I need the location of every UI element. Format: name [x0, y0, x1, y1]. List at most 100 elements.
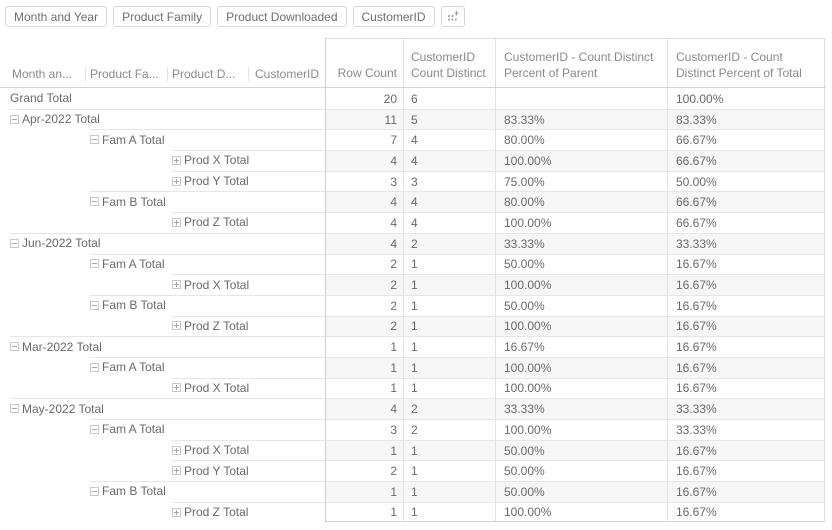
expand-collapse-icon[interactable]: [90, 300, 99, 310]
cell-percent-of-total: 16.67%: [667, 356, 825, 378]
row-divider: [10, 108, 325, 110]
row-divider: [172, 274, 325, 276]
row-divider: [172, 460, 325, 462]
cell-percent-of-total: 16.67%: [667, 336, 825, 357]
table-row: Apr-2022 Total 11 5 83.33% 83.33%: [0, 108, 826, 130]
col-header-percent-of-total: CustomerID - Count Distinct Percent of T…: [667, 38, 825, 87]
expand-collapse-icon[interactable]: [172, 176, 181, 186]
table-row: Fam A Total 3 2 100.00% 33.33%: [0, 419, 826, 440]
row-label: Prod Z Total: [184, 318, 249, 333]
field-chip[interactable]: Product Family: [113, 6, 212, 27]
cell-row-count: 20: [325, 88, 403, 109]
row-header-cell: Fam A Total: [0, 419, 325, 440]
cell-row-count: 4: [325, 212, 403, 233]
table-row: Prod X Total 4 4 100.00% 66.67%: [0, 150, 826, 171]
expand-collapse-icon[interactable]: [172, 280, 181, 290]
row-header-cell: Mar-2022 Total: [0, 336, 325, 357]
table-row: Fam A Total 1 1 100.00% 16.67%: [0, 356, 826, 378]
row-divider: [90, 419, 325, 420]
cell-row-count: 1: [325, 439, 403, 461]
row-divider: [10, 336, 325, 338]
cell-row-count: 1: [325, 377, 403, 399]
cell-count-distinct: 1: [403, 274, 495, 295]
expand-collapse-icon[interactable]: [172, 383, 181, 393]
table-row: Prod Y Total 3 3 75.00% 50.00%: [0, 170, 826, 192]
row-header-cell: Prod Z Total: [0, 212, 325, 233]
expand-collapse-icon[interactable]: [172, 155, 181, 165]
field-chip[interactable]: Month and Year: [5, 6, 108, 27]
cell-count-distinct: 1: [403, 253, 495, 275]
row-header-cell: Jun-2022 Total: [0, 232, 325, 254]
expand-collapse-icon[interactable]: [172, 445, 181, 455]
row-label: Prod X Total: [184, 153, 250, 168]
row-label: Prod Y Total: [184, 174, 249, 189]
row-header-cell: Fam B Total: [0, 481, 325, 502]
add-field-icon: [447, 11, 459, 21]
cell-percent-of-parent: 50.00%: [495, 253, 667, 275]
expand-collapse-icon[interactable]: [10, 238, 19, 248]
cell-row-count: 2: [325, 460, 403, 482]
expand-collapse-icon[interactable]: [90, 135, 99, 145]
col-header-percent-of-parent: CustomerID - Count Distinct Percent of P…: [495, 38, 667, 87]
cell-count-distinct: 1: [403, 294, 495, 316]
row-divider: [90, 481, 325, 483]
row-header-cell: Prod Y Total: [0, 460, 325, 481]
cell-row-count: 4: [325, 150, 403, 171]
row-divider: [10, 232, 325, 234]
cell-percent-of-total: 16.67%: [667, 481, 825, 502]
cell-count-distinct: 5: [403, 108, 495, 130]
row-label: Mar-2022 Total: [22, 339, 102, 354]
col-header-customer: CustomerID: [255, 67, 320, 81]
cell-percent-of-parent: 100.00%: [495, 212, 667, 233]
expand-collapse-icon[interactable]: [90, 197, 99, 207]
expand-collapse-icon[interactable]: [172, 466, 181, 476]
row-label: Fam A Total: [102, 360, 165, 375]
expand-collapse-icon[interactable]: [172, 321, 181, 331]
row-label: Prod Y Total: [184, 463, 249, 478]
expand-collapse-icon[interactable]: [90, 259, 99, 269]
expand-collapse-icon[interactable]: [10, 342, 19, 352]
cell-percent-of-total: 16.67%: [667, 439, 825, 461]
expand-collapse-icon[interactable]: [172, 217, 181, 227]
cell-percent-of-parent: 16.67%: [495, 336, 667, 357]
row-header-cell: Fam A Total: [0, 253, 325, 275]
field-chip[interactable]: CustomerID: [352, 6, 435, 27]
row-label: Fam A Total: [102, 422, 165, 437]
table-row: Prod X Total 2 1 100.00% 16.67%: [0, 274, 826, 295]
cell-percent-of-parent: 33.33%: [495, 232, 667, 254]
expand-collapse-icon[interactable]: [10, 404, 19, 414]
cell-percent-of-parent: 100.00%: [495, 315, 667, 337]
cell-percent-of-total: 16.67%: [667, 315, 825, 337]
cell-row-count: 3: [325, 170, 403, 192]
expand-collapse-icon[interactable]: [90, 362, 99, 372]
field-chip[interactable]: Product Downloaded: [217, 6, 347, 27]
cell-count-distinct: 2: [403, 232, 495, 254]
row-divider: [172, 377, 325, 379]
row-header-cell: Apr-2022 Total: [0, 108, 325, 130]
expand-collapse-icon[interactable]: [90, 424, 99, 434]
cell-count-distinct: 1: [403, 377, 495, 399]
cell-percent-of-total: 66.67%: [667, 212, 825, 233]
cell-percent-of-parent: [495, 88, 667, 109]
header-row: Month an... Product Fa... Product D... C…: [0, 38, 826, 88]
cell-percent-of-parent: 100.00%: [495, 150, 667, 171]
cell-row-count: 1: [325, 356, 403, 378]
cell-row-count: 1: [325, 501, 403, 523]
expand-collapse-icon[interactable]: [90, 486, 99, 496]
cell-row-count: 4: [325, 398, 403, 419]
field-chips-bar: Month and Year Product Family Product Do…: [5, 5, 832, 28]
cell-percent-of-parent: 100.00%: [495, 501, 667, 523]
expand-collapse-icon[interactable]: [10, 114, 19, 124]
row-label: Grand Total: [10, 91, 72, 106]
add-field-button[interactable]: [440, 6, 465, 27]
cell-percent-of-parent: 100.00%: [495, 274, 667, 295]
cell-percent-of-parent: 100.00%: [495, 356, 667, 378]
cell-count-distinct: 4: [403, 129, 495, 151]
row-header-cell: Fam A Total: [0, 129, 325, 150]
row-divider: [10, 398, 325, 400]
expand-collapse-icon[interactable]: [172, 507, 181, 517]
row-header-cell: Prod Y Total: [0, 170, 325, 192]
col-header-count-distinct: CustomerID Count Distinct: [403, 38, 495, 87]
row-label: Jun-2022 Total: [22, 236, 101, 251]
row-label: Prod Z Total: [184, 215, 249, 230]
